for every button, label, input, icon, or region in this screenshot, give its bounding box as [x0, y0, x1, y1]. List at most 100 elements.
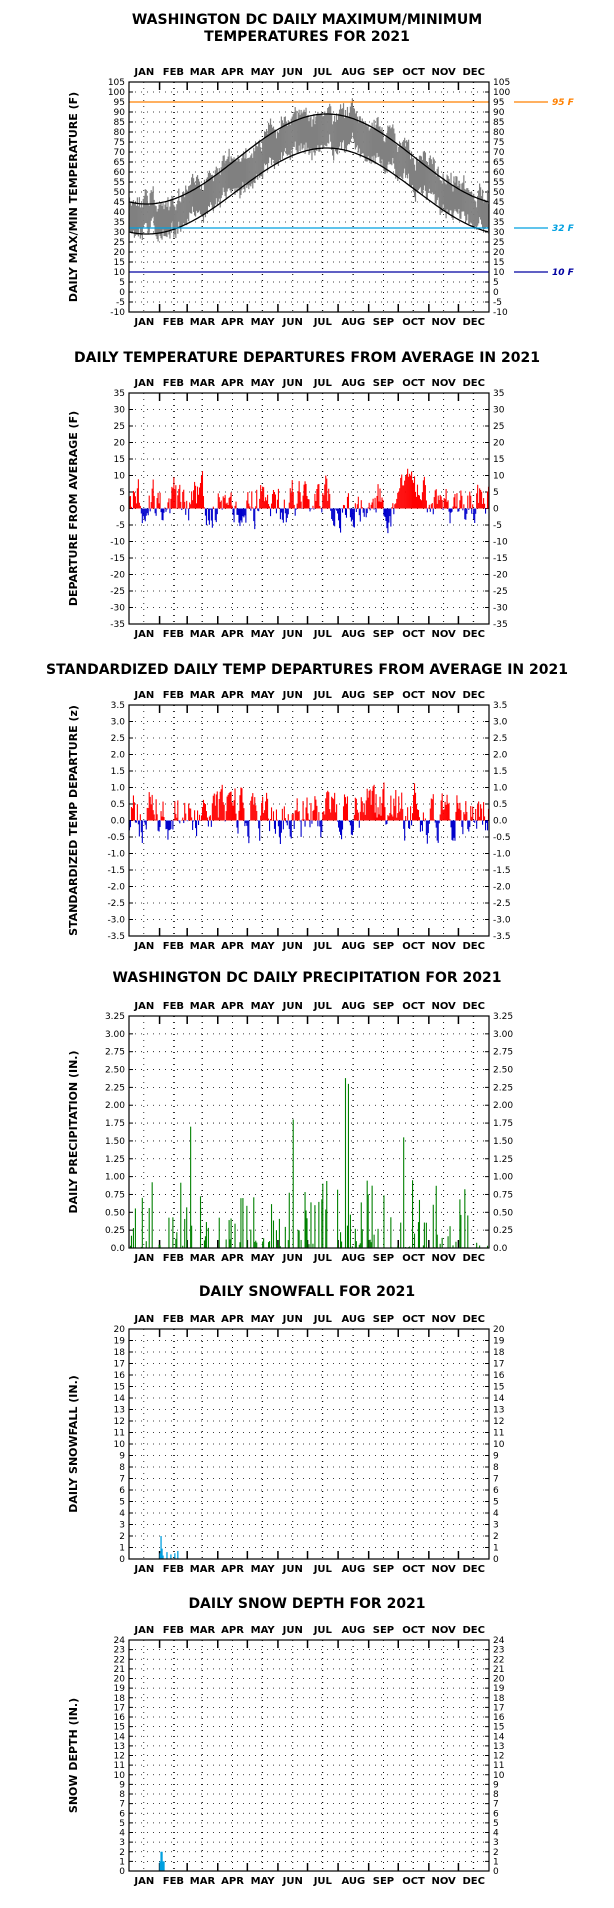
y-tick-label-right: 8 [493, 1790, 499, 1800]
y-axis-label: DAILY MAX/MIN TEMPERATURE (F) [67, 92, 80, 302]
month-label-bottom: NOV [431, 1564, 456, 1575]
month-label-bottom: APR [221, 1253, 244, 1264]
y-tick-label-right: 2 [493, 1848, 499, 1858]
y-tick-label-left: -1.5 [107, 866, 125, 876]
y-tick-label-left: 12 [114, 1417, 125, 1427]
y-tick-label-right: 11 [493, 1429, 504, 1439]
month-label-bottom: JAN [133, 1253, 154, 1264]
y-tick-label-left: 16 [114, 1371, 126, 1381]
month-label-top: APR [221, 690, 244, 701]
y-tick-label-right: 1.75 [493, 1119, 513, 1129]
y-tick-label-right: 16 [493, 1713, 505, 1723]
y-tick-label-right: 65 [493, 158, 504, 168]
y-tick-label-left: 15 [114, 455, 125, 465]
y-tick-label-left: 0.75 [105, 1190, 125, 1200]
y-tick-label-left: 5 [119, 1819, 125, 1829]
y-tick-label-right: 1 [493, 1544, 499, 1554]
y-tick-label-left: 8 [119, 1463, 125, 1473]
y-tick-label-left: 100 [108, 88, 125, 98]
y-tick-label-left: -2.0 [107, 883, 125, 893]
y-tick-label-right: 17 [493, 1360, 504, 1370]
y-tick-label-left: 2 [119, 1532, 125, 1542]
chart-title: WASHINGTON DC DAILY MAXIMUM/MINIMUM [132, 12, 482, 28]
y-tick-label-left: 7 [119, 1475, 125, 1485]
y-tick-label-right: -1.0 [493, 850, 511, 860]
y-tick-label-left: 0.0 [111, 817, 126, 827]
y-tick-label-left: 1.00 [105, 1173, 125, 1183]
y-tick-label-left: 21 [114, 1665, 125, 1675]
month-label-top: SEP [373, 1625, 394, 1636]
month-label-bottom: JAN [133, 317, 154, 328]
y-tick-label-left: 15 [114, 258, 125, 268]
y-tick-label-right: 2.75 [493, 1048, 513, 1058]
month-label-bottom: DEC [462, 629, 484, 640]
y-tick-label-left: -5 [116, 521, 125, 531]
y-tick-label-right: 2.0 [493, 751, 508, 761]
month-label-top: JAN [133, 1314, 154, 1325]
month-label-bottom: SEP [373, 629, 394, 640]
month-label-top: MAY [251, 1625, 276, 1636]
y-tick-label-left: -3.5 [107, 932, 125, 942]
y-tick-label-right: 0 [493, 1555, 499, 1565]
y-tick-label-left: 3 [119, 1838, 125, 1848]
month-label-bottom: OCT [402, 1876, 425, 1887]
y-tick-label-right: 0.0 [493, 1244, 508, 1254]
y-tick-label-right: 30 [493, 406, 505, 416]
y-tick-label-left: 50 [114, 188, 126, 198]
y-tick-label-left: 0.50 [105, 1208, 125, 1218]
y-tick-label-right: -0.5 [493, 833, 511, 843]
month-label-bottom: OCT [402, 629, 425, 640]
month-label-top: DEC [462, 1001, 484, 1012]
y-tick-label-left: 20 [114, 439, 126, 449]
y-tick-label-right: 0.0 [493, 817, 508, 827]
y-tick-label-right: 0.75 [493, 1190, 513, 1200]
y-tick-label-right: 1.0 [493, 784, 508, 794]
month-label-bottom: MAY [251, 629, 276, 640]
month-label-top: JAN [133, 67, 154, 78]
y-tick-label-left: 10 [114, 1440, 126, 1450]
y-tick-label-right: 0.5 [493, 800, 507, 810]
y-tick-label-right: 15 [493, 455, 504, 465]
y-tick-label-right: 18 [493, 1694, 505, 1704]
y-tick-label-left: 2 [119, 1848, 125, 1858]
chart-title: DAILY SNOW DEPTH FOR 2021 [188, 1596, 425, 1612]
y-tick-label-right: 1.00 [493, 1173, 513, 1183]
y-tick-label-right: 3.5 [493, 701, 507, 711]
month-label-top: APR [221, 1625, 244, 1636]
month-label-top: APR [221, 1314, 244, 1325]
month-label-bottom: APR [221, 317, 244, 328]
month-label-bottom: MAR [190, 1253, 216, 1264]
chart-title: DAILY SNOWFALL FOR 2021 [199, 1284, 415, 1300]
month-label-bottom: APR [221, 1564, 244, 1575]
y-tick-label-left: 19 [114, 1684, 126, 1694]
y-tick-label-right: 14 [493, 1394, 505, 1404]
y-tick-label-left: 1.5 [111, 767, 125, 777]
y-tick-label-right: 4 [493, 1509, 499, 1519]
month-label-top: OCT [402, 1001, 425, 1012]
y-tick-label-right: 13 [493, 1742, 504, 1752]
y-axis-label: SNOW DEPTH (IN.) [67, 1698, 80, 1813]
month-label-bottom: JUL [313, 1253, 333, 1264]
month-label-top: JAN [133, 690, 154, 701]
y-tick-label-left: 11 [114, 1761, 125, 1771]
y-tick-label-left: 5 [119, 1498, 125, 1508]
normal-low-curve [128, 147, 489, 235]
month-label-bottom: NOV [431, 317, 456, 328]
y-tick-label-right: 15 [493, 1383, 504, 1393]
y-tick-label-right: 22 [493, 1655, 504, 1665]
y-tick-label-left: -15 [110, 554, 125, 564]
month-label-bottom: JAN [133, 941, 154, 952]
month-label-top: JUN [282, 1001, 303, 1012]
y-tick-label-right: 2 [493, 1532, 499, 1542]
daily-range-bars [128, 98, 490, 242]
y-tick-label-left: 60 [114, 168, 126, 178]
y-axis-label: STANDARDIZED TEMP DEPARTURE (z) [67, 705, 80, 936]
plot-border [128, 1015, 490, 1249]
month-label-bottom: DEC [462, 1564, 484, 1575]
y-tick-label-right: 2.00 [493, 1101, 513, 1111]
month-label-top: APR [221, 67, 244, 78]
y-tick-label-left: 8 [119, 1790, 125, 1800]
month-label-top: AUG [342, 1001, 366, 1012]
month-label-bottom: JUL [313, 1564, 333, 1575]
month-label-top: MAY [251, 690, 276, 701]
